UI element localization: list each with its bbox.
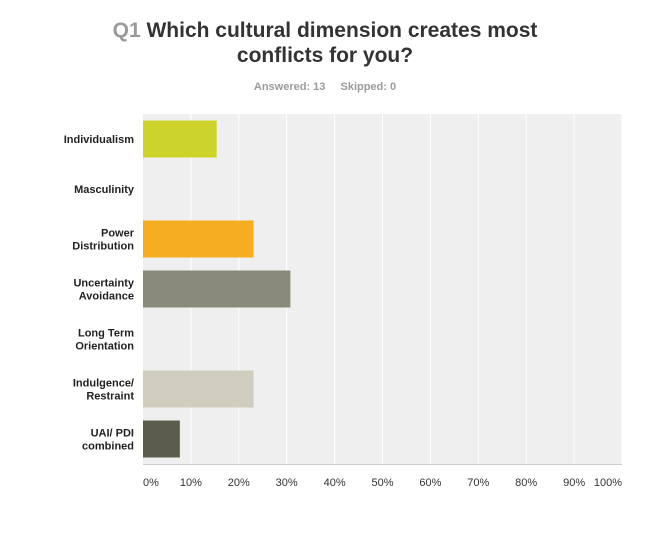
bar (143, 220, 254, 258)
x-tick-label: 30% (276, 477, 298, 489)
question-title: Q1 Which cultural dimension creates most… (100, 18, 550, 68)
category-label: Masculinity (74, 184, 135, 196)
category-label: Long Term (78, 328, 134, 340)
category-label: Indulgence/ (73, 378, 134, 390)
category-label: Orientation (75, 341, 134, 353)
x-tick-label: 80% (515, 477, 537, 489)
x-tick-label: 10% (180, 477, 202, 489)
bar (143, 420, 180, 458)
category-label: Avoidance (79, 291, 134, 303)
x-tick-label: 70% (467, 477, 489, 489)
x-tick-label: 60% (419, 477, 441, 489)
x-tick-label: 40% (324, 477, 346, 489)
bar (143, 270, 291, 308)
category-label: Uncertainty (73, 278, 134, 290)
category-label: Individualism (64, 134, 135, 146)
question-text-line2: conflicts for you? (236, 44, 414, 67)
x-tick-label: 0% (143, 477, 159, 489)
question-text-line1: Which cultural dimension creates most (146, 19, 538, 42)
category-label: combined (82, 441, 134, 453)
x-tick-label: 100% (594, 477, 622, 489)
x-tick-label: 90% (563, 477, 585, 489)
bar (143, 370, 254, 408)
bar (143, 120, 217, 158)
answered-count: Answered: 13 (253, 81, 326, 93)
question-number: Q1 (112, 19, 141, 42)
category-label: Power (101, 228, 135, 240)
category-label: Distribution (72, 241, 134, 253)
skipped-count: Skipped: 0 (340, 81, 397, 93)
x-tick-label: 20% (228, 477, 250, 489)
category-label: Restraint (86, 391, 134, 403)
x-tick-label: 50% (371, 477, 393, 489)
category-label: UAI/ PDI (91, 428, 134, 440)
response-stats: Answered: 13 Skipped: 0 (0, 81, 650, 93)
